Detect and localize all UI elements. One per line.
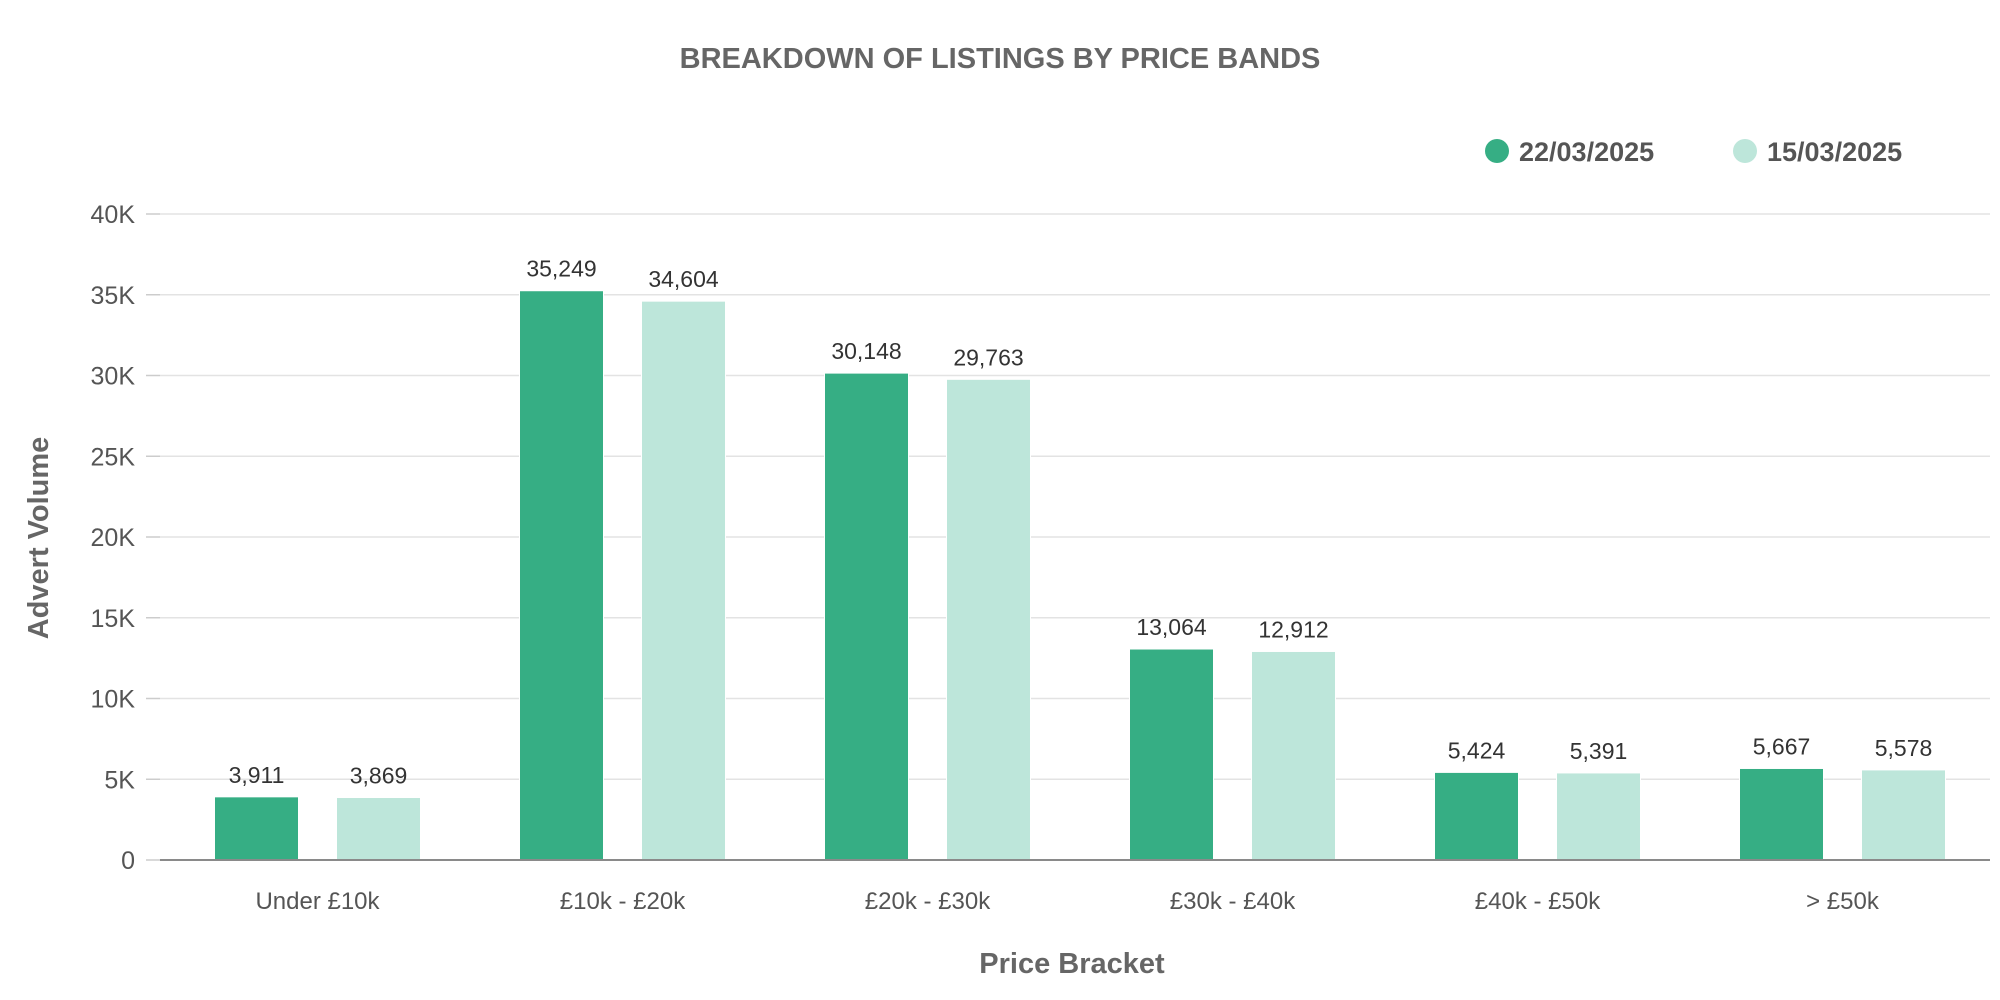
data-label: 34,604	[648, 266, 719, 292]
legend-item[interactable]: 15/03/2025	[1733, 137, 1902, 167]
legend: 22/03/2025 15/03/2025	[1485, 137, 1902, 167]
y-tick-label: 10K	[91, 686, 136, 714]
chart-title: BREAKDOWN OF LISTINGS BY PRICE BANDS	[680, 43, 1321, 75]
bar-series2[interactable]	[946, 378, 1031, 861]
x-axis-title: Price Bracket	[979, 948, 1165, 980]
data-label: 13,064	[1136, 614, 1207, 640]
legend-label: 22/03/2025	[1519, 137, 1654, 167]
legend-item[interactable]: 22/03/2025	[1485, 137, 1654, 167]
y-tick-label: 35K	[91, 282, 136, 310]
y-tick-label: 0	[121, 847, 135, 875]
y-tick-label: 40K	[91, 201, 136, 229]
data-labels: 3,911 3,869 35,249 34,604 30,148 29,763 13,064…	[229, 256, 1933, 789]
gridlines	[160, 213, 1990, 780]
x-tick-label: £20k - £30k	[865, 888, 991, 915]
bar-series2[interactable]	[1251, 650, 1336, 861]
x-axis: Under £10k £10k - £20k £20k - £30k £30k - £…	[255, 888, 1879, 915]
y-axis-title: Advert Volume	[23, 437, 55, 640]
legend-label: 15/03/2025	[1767, 137, 1902, 167]
data-label: 3,911	[229, 762, 285, 788]
bar-series2[interactable]	[1556, 772, 1641, 861]
y-tick-label: 25K	[91, 443, 136, 471]
bar-series1[interactable]	[1129, 648, 1214, 861]
bar-series2[interactable]	[336, 797, 421, 861]
bar-series1[interactable]	[214, 796, 299, 861]
x-tick-label: £40k - £50k	[1475, 888, 1601, 915]
data-label: 29,763	[953, 344, 1023, 370]
data-label: 5,391	[1570, 738, 1628, 764]
data-label: 30,148	[831, 338, 901, 364]
bar-series2[interactable]	[641, 300, 726, 861]
legend-swatch	[1485, 139, 1509, 163]
data-label: 35,249	[526, 256, 596, 282]
data-label: 3,869	[350, 763, 408, 789]
bar-series1[interactable]	[519, 290, 604, 861]
y-tick-label: 15K	[91, 605, 136, 633]
y-tick-label: 5K	[104, 766, 135, 794]
data-label: 5,667	[1753, 733, 1811, 759]
bar-series2[interactable]	[1861, 769, 1946, 861]
x-tick-label: £30k - £40k	[1170, 888, 1296, 915]
x-tick-label: Under £10k	[255, 888, 380, 915]
bar-series1[interactable]	[824, 372, 909, 861]
bar-series1[interactable]	[1739, 767, 1824, 861]
bar-series1[interactable]	[1434, 771, 1519, 861]
bars	[214, 290, 1946, 861]
legend-swatch	[1733, 139, 1757, 163]
y-tick-label: 20K	[91, 524, 136, 552]
data-label: 5,578	[1875, 735, 1933, 761]
x-tick-label: £10k - £20k	[560, 888, 686, 915]
data-label: 12,912	[1258, 616, 1328, 642]
y-axis: 0 5K 10K 15K 20K 25K 30K 35K 40K	[91, 201, 160, 875]
data-label: 5,424	[1448, 737, 1506, 763]
x-tick-label: > £50k	[1806, 888, 1880, 915]
y-tick-label: 30K	[91, 363, 136, 391]
